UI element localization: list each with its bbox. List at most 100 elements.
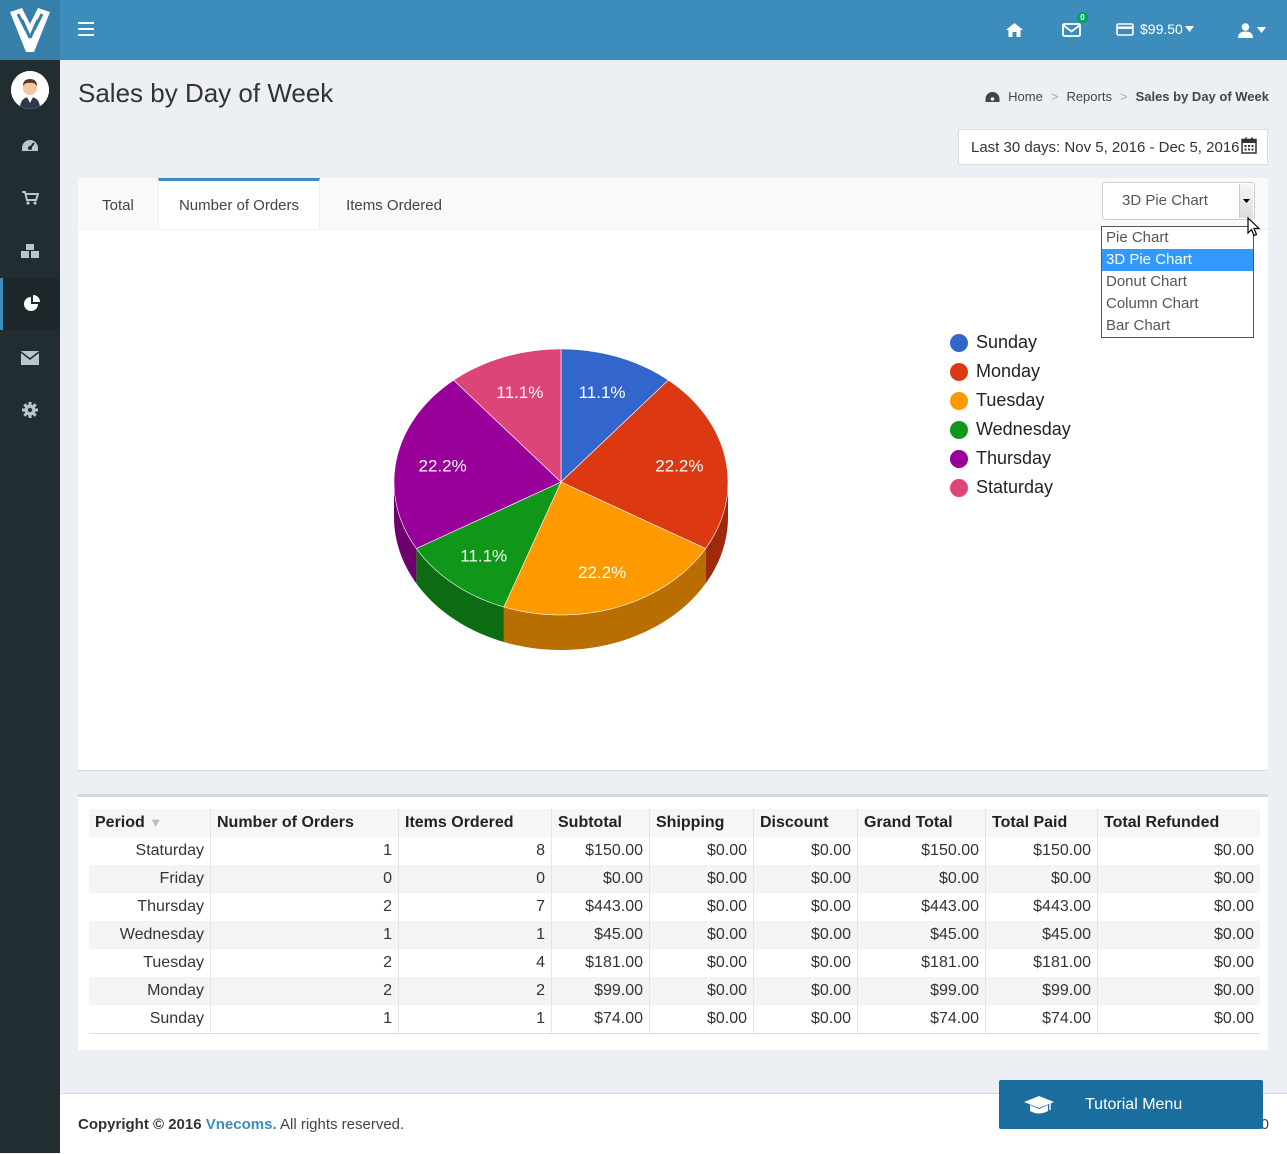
pie-slice-wednesday[interactable] <box>415 481 562 608</box>
breadcrumb-current: Sales by Day of Week <box>1135 89 1269 104</box>
column-header-period[interactable]: Period ▼ <box>89 809 211 837</box>
table-cell: $0.00 <box>649 949 754 977</box>
chart-type-option[interactable]: Bar Chart <box>1106 317 1171 334</box>
sidebar-item-dashboard[interactable] <box>0 120 60 172</box>
date-range-picker[interactable]: Last 30 days: Nov 5, 2016 - Dec 5, 2016 <box>958 129 1268 165</box>
table-cell: $0.00 <box>649 1005 754 1034</box>
sidebar-item-sales[interactable] <box>0 172 60 224</box>
caret-down-icon <box>1243 199 1250 203</box>
column-header[interactable]: Total Refunded <box>1097 809 1260 837</box>
column-header[interactable]: Discount <box>753 809 858 837</box>
tab-number-of-orders[interactable]: Number of Orders <box>158 178 320 229</box>
sidebar-toggle-icon[interactable] <box>78 22 94 36</box>
chart-type-option[interactable]: Pie Chart <box>1106 229 1169 246</box>
calendar-icon <box>1241 137 1257 154</box>
table-cell: $0.00 <box>551 865 650 893</box>
chart-type-selected: 3D Pie Chart <box>1122 192 1208 209</box>
pie-slice-staturday[interactable] <box>453 348 562 483</box>
home-icon[interactable] <box>1006 18 1023 42</box>
legend-item[interactable]: Wednesday <box>950 415 1071 444</box>
breadcrumb-reports[interactable]: Reports <box>1066 89 1112 104</box>
table-cell: $0.00 <box>753 837 858 865</box>
table-cell: 1 <box>210 1005 399 1034</box>
chart-type-select[interactable]: 3D Pie Chart <box>1102 182 1255 220</box>
caret-down-icon <box>1184 26 1194 32</box>
messages-icon[interactable] <box>1062 18 1081 42</box>
tutorial-menu-button[interactable]: Tutorial Menu <box>999 1080 1263 1129</box>
table-cell: $0.00 <box>649 837 754 865</box>
table-cell: Sunday <box>89 1005 211 1034</box>
table-cell: $0.00 <box>985 865 1098 893</box>
legend-item[interactable]: Tuesday <box>950 386 1071 415</box>
user-menu[interactable] <box>1238 18 1266 42</box>
sidebar-item-reports[interactable] <box>0 278 60 330</box>
chart-legend: Sunday Monday Tuesday Wednesday Thursday Stat… <box>950 328 1071 502</box>
table-cell: $0.00 <box>753 1005 858 1034</box>
tab-items-ordered[interactable]: Items Ordered <box>346 197 442 214</box>
legend-label: Wednesday <box>976 419 1071 439</box>
dashboard-icon <box>22 140 38 151</box>
pie-slice-monday[interactable] <box>560 379 729 549</box>
dashboard-icon <box>985 91 1000 102</box>
column-header[interactable]: Shipping <box>649 809 754 837</box>
select-arrow-button[interactable] <box>1239 184 1253 218</box>
pie-slice-tuesday[interactable] <box>503 481 707 616</box>
sidebar-item-products[interactable] <box>0 225 60 277</box>
pie-slice-thursday[interactable] <box>393 379 562 549</box>
table-cell: $0.00 <box>649 977 754 1005</box>
legend-item[interactable]: Monday <box>950 357 1071 386</box>
table-row: Friday 0 0 $0.00 $0.00 $0.00 $0.00 $0.00 $0.00 <box>89 865 1260 893</box>
chart-type-option[interactable]: Column Chart <box>1106 295 1199 312</box>
app-logo[interactable] <box>0 0 60 60</box>
table-cell: 0 <box>210 865 399 893</box>
messages-badge: 0 <box>1077 12 1088 23</box>
balance-dropdown[interactable]: $99.50 <box>1116 21 1194 37</box>
table-cell: $0.00 <box>1097 837 1260 865</box>
table-cell: $0.00 <box>857 865 986 893</box>
brand-link[interactable]: Vnecoms. <box>205 1116 277 1133</box>
column-header[interactable]: Number of Orders <box>210 809 399 837</box>
breadcrumb-separator: > <box>1119 89 1128 104</box>
table-cell: 2 <box>210 977 399 1005</box>
table-cell: Thursday <box>137 898 204 915</box>
table-row: Staturday 1 8 $150.00 $0.00 $0.00 $150.00 $150.… <box>89 837 1260 865</box>
chart-type-option[interactable]: Donut Chart <box>1106 273 1187 290</box>
legend-item[interactable]: Staturday <box>950 473 1071 502</box>
chart-type-dropdown: Pie Chart 3D Pie Chart Donut Chart Colum… <box>1101 226 1254 338</box>
table-cell: $443.00 <box>857 893 986 921</box>
column-header[interactable]: Subtotal <box>551 809 650 837</box>
footer-version: 0 <box>1260 1116 1269 1133</box>
avatar[interactable] <box>11 71 49 109</box>
caret-down-icon <box>1257 27 1266 33</box>
pie-slice-sunday[interactable] <box>560 348 669 483</box>
logo-icon <box>10 8 50 52</box>
sidebar-item-messages[interactable] <box>0 332 60 384</box>
column-header[interactable]: Items Ordered <box>398 809 552 837</box>
sort-desc-icon: ▼ <box>149 815 163 830</box>
breadcrumb-home[interactable]: Home <box>1008 89 1043 104</box>
sidebar <box>0 0 60 1153</box>
tab-total[interactable]: Total <box>102 197 134 214</box>
table-cell: 2 <box>210 893 399 921</box>
legend-item[interactable]: Thursday <box>950 444 1071 473</box>
column-header[interactable]: Total Paid <box>985 809 1098 837</box>
table-row: Tuesday 2 4 $181.00 $0.00 $0.00 $181.00 $181.00… <box>89 949 1260 977</box>
table-row: Thursday 2 7 $443.00 $0.00 $0.00 $443.00 $443.0… <box>89 893 1260 921</box>
table-cell: $0.00 <box>753 977 858 1005</box>
table-cell: $0.00 <box>1097 893 1260 921</box>
balance-amount: $99.50 <box>1140 21 1183 37</box>
sidebar-item-settings[interactable] <box>0 384 60 436</box>
breadcrumb: Home > Reports > Sales by Day of Week <box>985 89 1269 104</box>
chart-type-option-selected[interactable]: 3D Pie Chart <box>1102 249 1253 271</box>
report-table-panel: Period ▼ Number of Orders Items Ordered … <box>78 794 1268 1050</box>
table-cell: Tuesday <box>143 954 204 971</box>
pie-slice-label: 22.2% <box>418 456 466 475</box>
legend-swatch <box>950 333 968 352</box>
legend-item[interactable]: Sunday <box>950 328 1071 357</box>
pie-chart: 11.1% 22.2% 22.2% 11.1% 22.2% 11.1% <box>393 348 729 650</box>
table-cell: Friday <box>89 865 211 893</box>
table-cell: $45.00 <box>551 921 650 949</box>
legend-label: Monday <box>976 361 1041 381</box>
column-header[interactable]: Grand Total <box>857 809 986 837</box>
table-cell: $99.00 <box>857 977 986 1005</box>
